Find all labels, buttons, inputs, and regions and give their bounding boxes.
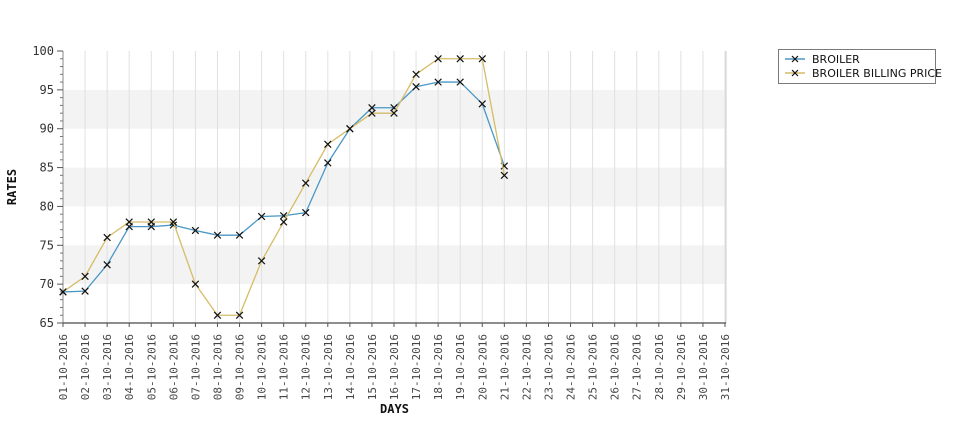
x-tick-label: 09-10-2016 [234, 334, 247, 400]
y-axis-title: RATES [5, 169, 19, 205]
billing-price-line-marker-icon [785, 69, 805, 77]
x-tick-label: 08-10-2016 [211, 334, 224, 400]
x-tick-label: 20-10-2016 [476, 334, 489, 400]
x-tick-label: 02-10-2016 [79, 334, 92, 400]
legend-label-broiler-billing-price: BROILER BILLING PRICE [812, 66, 943, 80]
x-tick-label: 03-10-2016 [101, 334, 114, 400]
x-tick-label: 01-10-2016 [57, 334, 70, 400]
y-tick-label: 65 [40, 316, 54, 330]
x-tick-label: 24-10-2016 [565, 334, 578, 400]
y-tick-label: 70 [40, 277, 54, 291]
y-tick-label: 95 [40, 83, 54, 97]
x-tick-label: 06-10-2016 [167, 334, 180, 400]
series-broiler-billing-price [59, 55, 509, 319]
legend-item-broiler-billing-price: BROILER BILLING PRICE [784, 66, 942, 80]
gridlines [62, 51, 727, 323]
x-tick-label: 11-10-2016 [278, 334, 291, 400]
x-tick-label: 21-10-2016 [498, 334, 511, 400]
y-tick-label: 80 [40, 199, 54, 213]
x-tick-label: 19-10-2016 [454, 334, 467, 400]
x-tick-label: 18-10-2016 [432, 334, 445, 400]
y-tick-label: 75 [40, 238, 54, 252]
legend: BROILER BROILER BILLING PRICE [778, 49, 942, 84]
x-tick-label: 26-10-2016 [609, 334, 622, 400]
x-tick-label: 12-10-2016 [300, 334, 313, 400]
y-tick-label: 90 [40, 122, 54, 136]
x-tick-label: 25-10-2016 [587, 334, 600, 400]
x-tick-label: 13-10-2016 [322, 334, 335, 400]
y-tick-label: 100 [32, 44, 54, 58]
legend-item-broiler: BROILER [784, 52, 930, 66]
x-tick-label: 14-10-2016 [344, 334, 357, 400]
x-tick-label: 17-10-2016 [410, 334, 423, 400]
x-tick-label: 16-10-2016 [388, 334, 401, 400]
x-tick-label: 05-10-2016 [145, 334, 158, 400]
x-tick-label: 22-10-2016 [520, 334, 533, 400]
x-tick-label: 29-10-2016 [675, 334, 688, 400]
x-tick-label: 04-10-2016 [123, 334, 136, 400]
broiler-line-marker-icon [785, 55, 805, 63]
legend-label-broiler: BROILER [812, 52, 860, 66]
x-tick-label: 28-10-2016 [653, 334, 666, 400]
series-markers [59, 55, 509, 319]
x-tick-label: 15-10-2016 [366, 334, 379, 400]
x-tick-label: 07-10-2016 [189, 334, 202, 400]
x-ticks: 01-10-2016 02-10-2016 03-10-2016 04-10-2016… [57, 323, 732, 400]
x-tick-label: 23-10-2016 [542, 334, 555, 400]
y-tick-label: 85 [40, 161, 54, 175]
x-tick-label: 30-10-2016 [697, 334, 710, 400]
x-tick-label: 10-10-2016 [256, 334, 269, 400]
x-tick-label: 31-10-2016 [719, 334, 732, 400]
x-axis-title: DAYS [380, 402, 409, 416]
y-ticks: 65 70 75 80 85 90 95 100 [32, 44, 63, 330]
x-tick-label: 27-10-2016 [631, 334, 644, 400]
